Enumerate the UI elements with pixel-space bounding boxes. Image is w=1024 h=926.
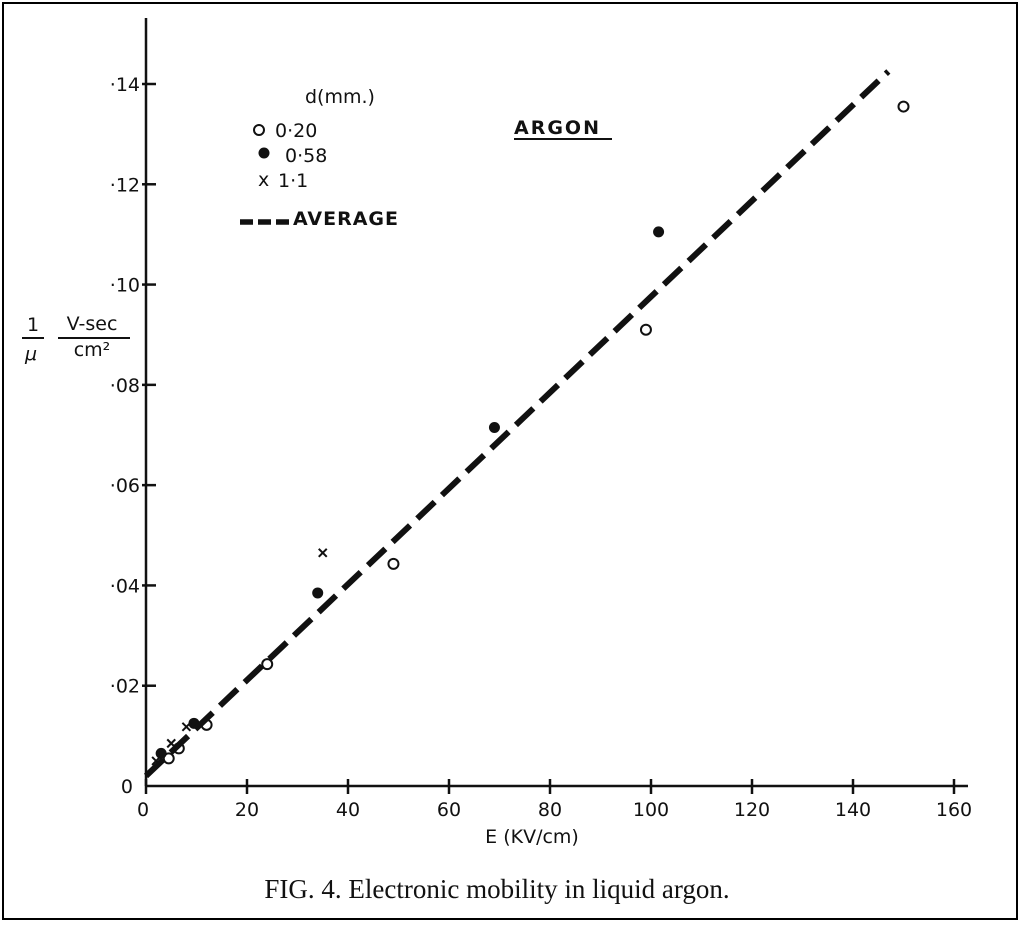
- point-filled-circle: [653, 226, 665, 238]
- chart-title: ARGON: [514, 117, 601, 139]
- y-tick-label: ·06: [110, 475, 140, 497]
- x-tick-label: 60: [437, 799, 461, 821]
- legend-marker-cross: x: [258, 169, 269, 191]
- point-filled-circle: [488, 421, 500, 433]
- point-open-circle: [261, 658, 274, 671]
- x-tick-label: 20: [235, 799, 259, 821]
- point-cross-stroke: [166, 738, 176, 749]
- legend-label-0-58: 0·58: [285, 145, 327, 167]
- legend: d(mm.) 0·20 0·58 x 1·1 AVERAGE: [240, 86, 399, 230]
- legend-marker-open-circle: [253, 124, 265, 136]
- x-tick-label: 140: [835, 799, 871, 821]
- y-tick-label: ·14: [110, 74, 140, 96]
- average-dashed-line: [143, 69, 891, 779]
- x-tick-label: 120: [734, 799, 770, 821]
- figure-caption: FIG. 4. Electronic mobility in liquid ar…: [264, 874, 729, 904]
- point-cross-stroke: [318, 548, 328, 558]
- point-filled-circle: [155, 747, 167, 759]
- x-tick-label: 40: [336, 799, 360, 821]
- legend-label-1-1: 1·1: [278, 170, 308, 192]
- x-tick-label: 80: [538, 799, 562, 821]
- point-cross: [181, 722, 192, 732]
- y-label-unit-denominator: cm²: [74, 339, 111, 361]
- y-tick-label: ·04: [110, 575, 140, 597]
- x-tick-label: 100: [633, 799, 669, 821]
- point-open-circle: [639, 323, 652, 336]
- y-tick-label: ·10: [110, 275, 140, 297]
- x-axis-label: E (KV/cm): [485, 826, 579, 848]
- legend-title: d(mm.): [305, 86, 375, 108]
- y-tick-label: ·12: [110, 174, 140, 196]
- y-label-lhs-numerator: 1: [27, 314, 39, 336]
- point-cross-stroke: [151, 756, 161, 766]
- y-label-lhs-denominator: μ: [24, 343, 37, 365]
- y-tick-label: ·08: [110, 375, 140, 397]
- y-tick-label: 0: [121, 776, 133, 798]
- y-axis-label: 1 μ V-sec cm²: [22, 313, 130, 365]
- point-cross-stroke: [181, 722, 192, 732]
- point-open-circle: [897, 100, 910, 113]
- point-open-circle: [162, 752, 175, 765]
- x-tick-label: 160: [936, 799, 972, 821]
- y-label-unit-numerator: V-sec: [67, 313, 118, 335]
- y-tick-label: ·02: [110, 676, 140, 698]
- legend-marker-filled-circle: [258, 147, 270, 159]
- point-open-circle: [387, 557, 400, 570]
- point-cross: [318, 548, 328, 558]
- axes-group: 0 20 40 60 80 100 120 140 160 0 ·02 ·04 ·06 ·08 ·10 ·12…: [110, 18, 972, 821]
- point-filled-circle: [312, 587, 324, 599]
- legend-label-0-20: 0·20: [275, 120, 317, 142]
- legend-label-average: AVERAGE: [293, 208, 399, 230]
- x-tick-label: 0: [137, 799, 149, 821]
- data-marks-group: [143, 69, 910, 779]
